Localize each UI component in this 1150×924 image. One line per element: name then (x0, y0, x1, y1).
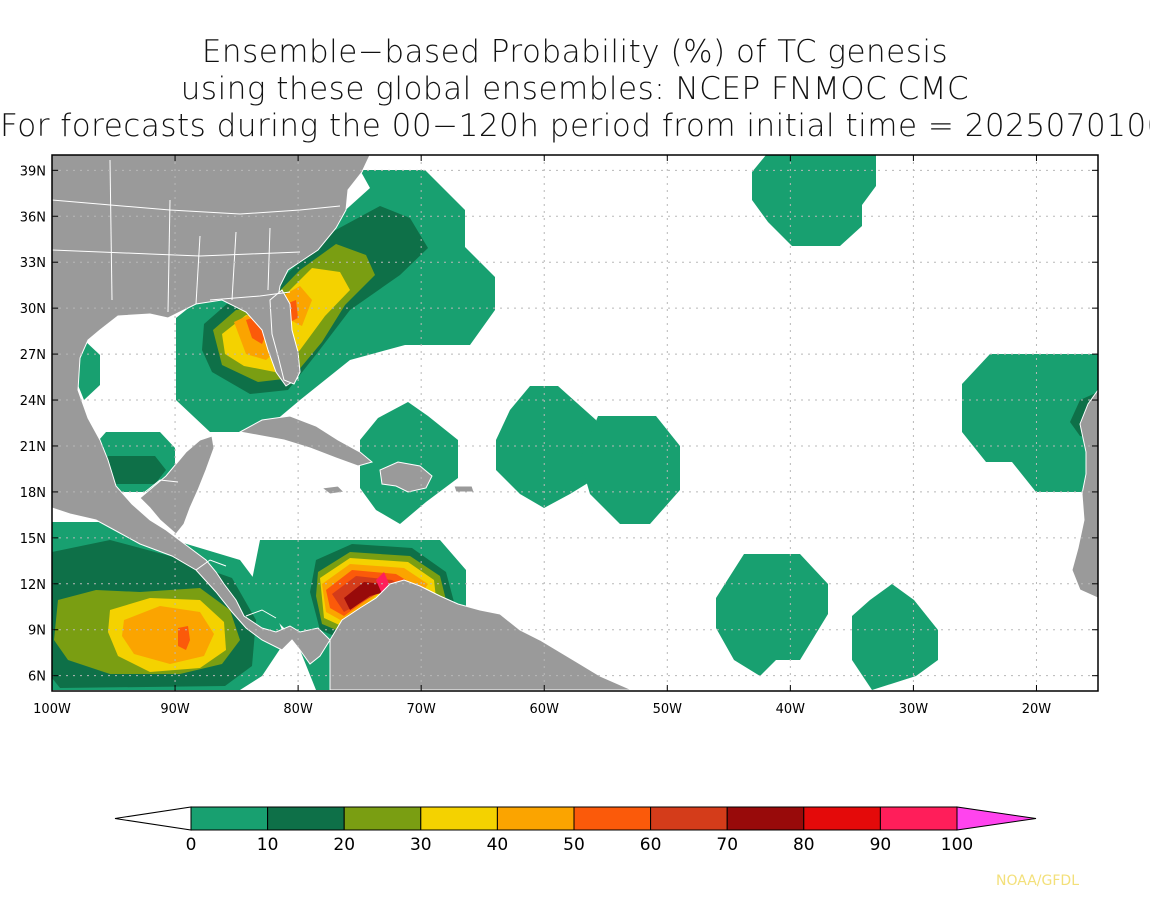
longitude-axis: 100W 90W 80W 70W 60W 50W 40W 30W 20W (33, 155, 1051, 717)
lon-tick-label: 50W (653, 702, 683, 717)
land-africa (1071, 389, 1098, 599)
lon-tick-label: 100W (33, 702, 71, 717)
colorbar-label: 100 (941, 835, 973, 855)
prob-region-mdr-1 (716, 554, 828, 676)
lat-tick-label: 21N (20, 440, 46, 455)
lat-tick-label: 36N (20, 210, 46, 225)
lon-tick-label: 40W (776, 702, 806, 717)
colorbar-segment (496, 806, 575, 831)
land-florida (269, 289, 301, 385)
lat-tick-label: 9N (28, 624, 46, 639)
lat-tick-label: 6N (28, 670, 46, 685)
latitude-axis: 39N 36N 33N 30N 27N 24N 21N 18N 15N 12N 9N 6N (20, 164, 1098, 685)
colorbar-label: 40 (487, 835, 509, 855)
prob-region-yucatan-10 (100, 456, 166, 484)
land (52, 155, 1098, 691)
colorbar-segment (420, 806, 498, 831)
prob-region-north-atlantic (752, 155, 876, 246)
title-line-3: For forecasts during the 00−120h period … (0, 108, 1150, 144)
prob-region-epac-40 (122, 606, 214, 664)
lat-tick-label: 24N (20, 394, 46, 409)
colorbar-segment (726, 806, 805, 831)
political-borders (52, 159, 341, 619)
lat-tick-label: 30N (20, 302, 46, 317)
prob-region-mdr-2 (852, 584, 938, 690)
colorbar-segment (267, 806, 345, 831)
colorbar-segment (190, 806, 269, 831)
colorbar-label: 80 (793, 835, 815, 855)
prob-region-hispaniola (360, 402, 458, 524)
lat-tick-label: 39N (20, 164, 46, 179)
colorbar-over-triangle (956, 806, 1037, 831)
map-grid (52, 155, 1098, 691)
colorbar-under-triangle (114, 806, 192, 831)
colorbar-label: 20 (333, 835, 355, 855)
lon-tick-label: 20W (1022, 702, 1052, 717)
prob-region-east-atlantic (962, 354, 1098, 492)
lat-tick-label: 33N (20, 256, 46, 271)
lon-tick-label: 90W (160, 702, 190, 717)
lon-tick-label: 80W (283, 702, 313, 717)
colorbar-label: 30 (410, 835, 432, 855)
prob-region-tx (78, 340, 100, 400)
colorbar: 0 10 20 30 40 50 60 70 80 90 100 (114, 806, 1037, 855)
colorbar-label: 70 (716, 835, 738, 855)
title-line-2: using these global ensembles: NCEP FNMOC… (180, 71, 970, 107)
land-hispaniola (379, 461, 433, 493)
lat-tick-label: 18N (20, 486, 46, 501)
lat-tick-label: 27N (20, 348, 46, 363)
prob-region-epac-50 (178, 626, 190, 650)
colorbar-segment (803, 806, 881, 831)
lon-tick-label: 70W (406, 702, 436, 717)
lon-tick-label: 60W (530, 702, 560, 717)
colorbar-label: 60 (640, 835, 662, 855)
colorbar-label: 10 (257, 835, 279, 855)
map-frame (51, 154, 1099, 692)
lon-tick-label: 30W (899, 702, 929, 717)
colorbar-label: 90 (870, 835, 892, 855)
land-cuba (238, 415, 374, 467)
land-yucatan (139, 435, 215, 535)
title-line-1: Ensemble−based Probability (%) of TC gen… (201, 34, 949, 70)
credit-label: NOAA/GFDL (996, 873, 1079, 889)
prob-region-central-atlantic-1 (496, 386, 596, 508)
colorbar-label: 50 (563, 835, 585, 855)
prob-region-central-atlantic-2 (580, 416, 680, 524)
lat-tick-label: 15N (20, 532, 46, 547)
colorbar-segment (343, 806, 422, 831)
probability-field (52, 155, 1098, 690)
colorbar-segment (879, 806, 958, 831)
colorbar-segment (573, 806, 652, 831)
land-jamaica (320, 485, 346, 495)
land-puerto-rico (453, 485, 475, 493)
colorbar-label: 0 (186, 835, 197, 855)
lat-tick-label: 12N (20, 578, 46, 593)
colorbar-segment (650, 806, 728, 831)
